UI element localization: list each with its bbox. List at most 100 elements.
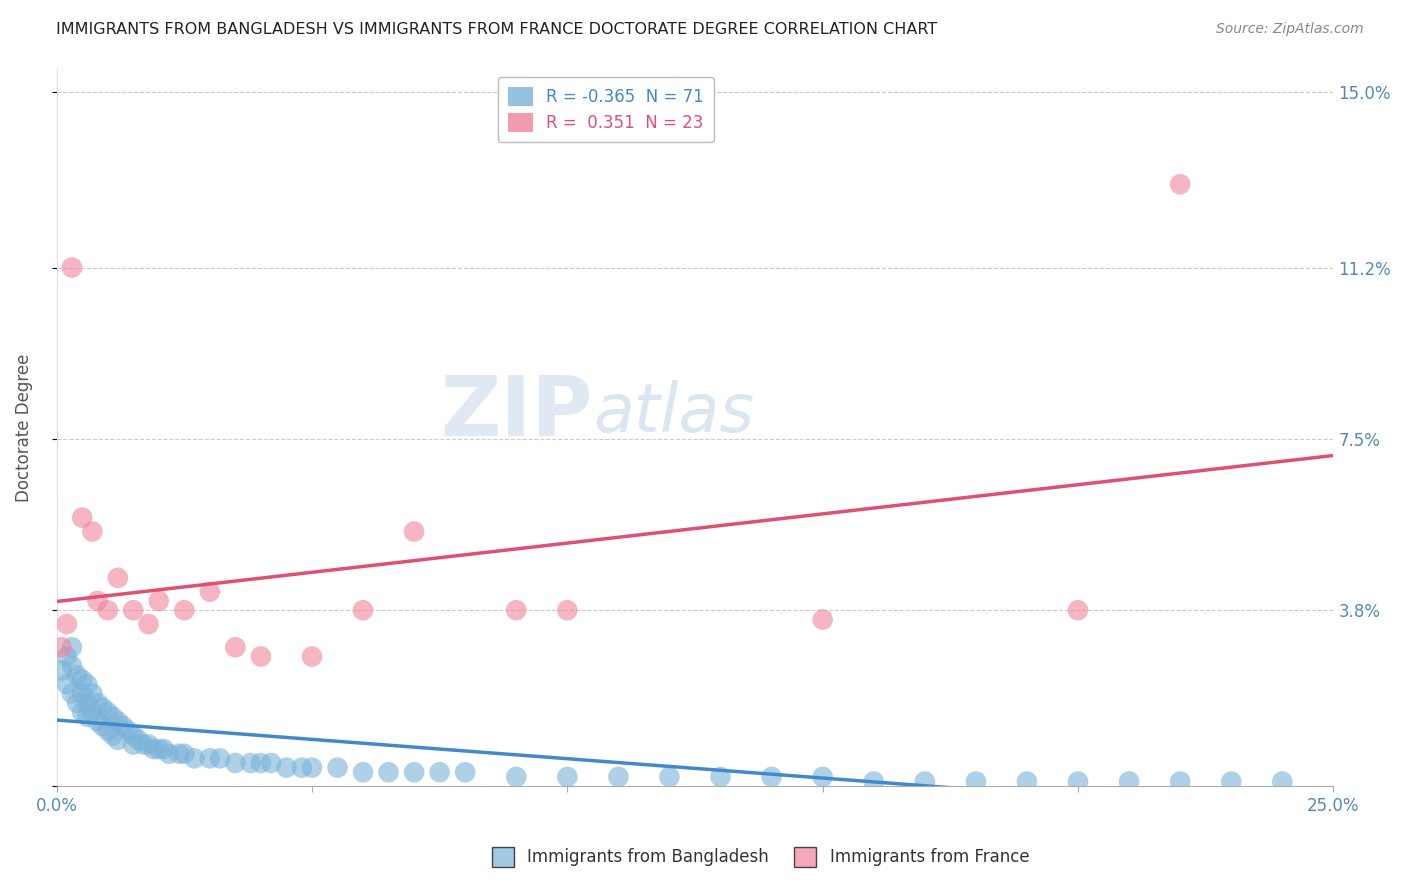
Point [127,732,149,747]
Text: atlas: atlas [593,380,754,446]
Point [70,510,93,524]
Point [97,723,120,738]
Point [91,700,114,714]
Text: ZIP: ZIP [440,373,593,453]
Point [142,742,165,756]
Point [101,728,124,742]
Text: IMMIGRANTS FROM BANGLADESH VS IMMIGRANTS FROM FRANCE DOCTORATE DEGREE CORRELATIO: IMMIGRANTS FROM BANGLADESH VS IMMIGRANTS… [56,22,938,37]
Point [557,770,579,784]
Point [276,761,298,775]
Point [1067,774,1090,789]
Point [153,742,176,756]
Point [66,696,89,710]
Point [122,603,145,617]
Point [914,774,936,789]
Point [76,677,98,691]
Point [111,719,134,733]
Point [709,770,731,784]
Point [198,584,221,599]
Point [117,723,139,738]
Point [1015,774,1038,789]
Point [60,640,83,655]
Point [505,770,527,784]
Point [70,673,93,687]
Point [260,756,283,770]
Point [56,617,79,632]
Point [377,765,399,780]
Point [301,761,323,775]
Point [173,603,195,617]
Point [82,705,104,719]
Point [454,765,477,780]
Point [167,747,190,761]
Point [101,709,124,723]
Point [86,594,108,608]
Point [97,603,120,617]
Point [1271,774,1294,789]
Point [198,751,221,765]
Point [183,751,205,765]
Point [148,742,170,756]
Y-axis label: Doctorate Degree: Doctorate Degree [15,353,32,501]
Point [56,677,79,691]
Point [66,668,89,682]
Point [658,770,681,784]
Point [60,687,83,701]
Point [138,738,160,752]
Point [224,756,246,770]
Text: Immigrants from Bangladesh: Immigrants from Bangladesh [527,848,769,866]
Text: Source: ZipAtlas.com: Source: ZipAtlas.com [1216,22,1364,37]
Point [86,696,108,710]
Point [82,687,104,701]
Point [122,728,145,742]
Point [250,756,273,770]
Point [1118,774,1140,789]
Point [1067,603,1090,617]
Point [301,649,323,664]
Point [107,571,129,585]
Point [51,664,73,678]
Point [60,658,83,673]
Point [429,765,451,780]
Text: Immigrants from France: Immigrants from France [830,848,1029,866]
Point [291,761,314,775]
Point [250,649,273,664]
Point [70,687,93,701]
Point [107,732,129,747]
Point [132,738,155,752]
Point [82,524,104,539]
Point [352,765,374,780]
Point [811,770,834,784]
Point [157,747,180,761]
Point [1168,774,1191,789]
Point [404,765,426,780]
Point [86,714,108,729]
Point [1220,774,1243,789]
Point [173,747,195,761]
Point [239,756,262,770]
Point [352,603,374,617]
Point [404,524,426,539]
Point [60,260,83,275]
Point [862,774,884,789]
Point [208,751,231,765]
Point [557,603,579,617]
Point [1168,178,1191,192]
Point [811,612,834,626]
Point [51,640,73,655]
Point [76,696,98,710]
Point [761,770,783,784]
Point [91,719,114,733]
Point [607,770,630,784]
Point [76,709,98,723]
Legend: R = -0.365  N = 71, R =  0.351  N = 23: R = -0.365 N = 71, R = 0.351 N = 23 [498,77,714,142]
Point [965,774,987,789]
Point [70,705,93,719]
Point [107,714,129,729]
Point [505,603,527,617]
Point [97,705,120,719]
Point [138,617,160,632]
Point [56,649,79,664]
Point [224,640,246,655]
Point [148,594,170,608]
